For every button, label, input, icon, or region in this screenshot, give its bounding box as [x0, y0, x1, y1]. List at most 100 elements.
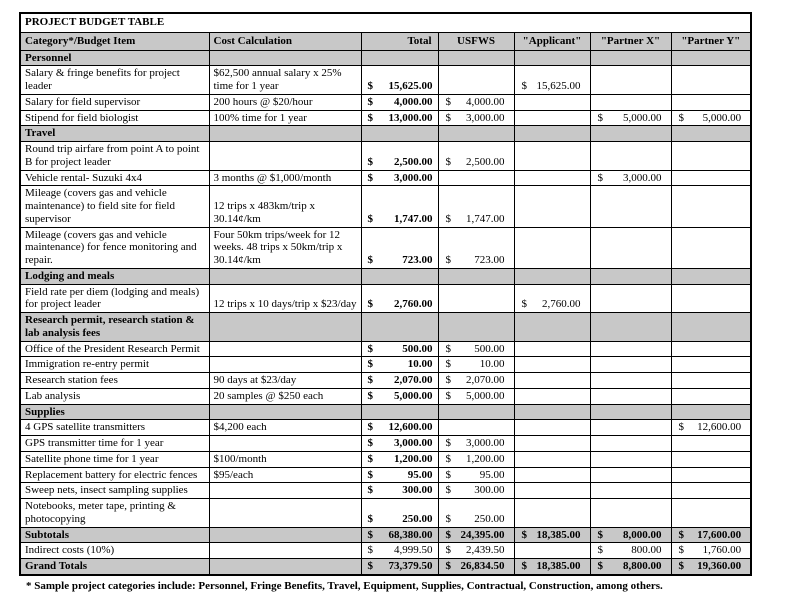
cell-usfws	[437, 283, 515, 313]
amount: 300.00	[474, 484, 505, 497]
cell-total	[360, 403, 439, 421]
table-title-row: PROJECT BUDGET TABLE	[19, 12, 752, 33]
currency-symbol: $	[678, 528, 685, 541]
cell-category: Grand Totals	[19, 557, 210, 576]
cell-total	[360, 267, 439, 285]
currency-symbol: $	[445, 452, 452, 465]
cell-total: $13,000.00	[360, 109, 439, 127]
cell-total	[360, 49, 439, 67]
cell-usfws	[437, 403, 515, 421]
currency-symbol: $	[367, 468, 374, 481]
cell-total: $10.00	[360, 356, 439, 373]
cell-category: GPS transmitter time for 1 year	[19, 435, 210, 452]
cell-total: $15,625.00	[360, 65, 439, 95]
cell-partner_y	[670, 372, 752, 389]
currency-symbol: $	[367, 80, 374, 92]
cell-partner_y	[670, 283, 752, 313]
cell-total: $723.00	[360, 226, 439, 269]
cell-total	[360, 125, 439, 142]
amount: 68,380.00	[388, 528, 433, 541]
currency-symbol: $	[445, 528, 452, 541]
cell-cost-calculation: 12 trips x 483km/trip x 30.14¢/km	[208, 185, 362, 228]
cell-partner_y	[670, 403, 752, 421]
section-row: Lodging and meals	[19, 267, 752, 285]
table-row: Salary for field supervisor 200 hours @ $…	[19, 93, 752, 111]
cell-partner_y	[670, 387, 752, 405]
cell-cost-calculation	[208, 49, 362, 67]
currency-symbol: $	[678, 421, 685, 434]
amount: 5,000.00	[394, 389, 433, 402]
table-row: Salary & fringe benefits for project lea…	[19, 65, 752, 95]
amount: 15,625.00	[388, 80, 433, 92]
cell-total: $73,379.50	[360, 557, 439, 576]
table-row: Stipend for field biologist 100% time for…	[19, 109, 752, 127]
table-row: Research station fees 90 days at $23/day $…	[19, 372, 752, 389]
currency-symbol: $	[521, 298, 528, 311]
cell-category: Satellite phone time for 1 year	[19, 450, 210, 468]
cell-cost-calculation: $100/month	[208, 450, 362, 468]
currency-symbol: $	[367, 437, 374, 449]
cell-usfws: $723.00	[437, 226, 515, 269]
cell-category: Mileage (covers gas and vehicle maintena…	[19, 185, 210, 228]
currency-symbol: $	[445, 560, 452, 572]
cell-cost-calculation	[208, 435, 362, 452]
column-header-partner_x: "Partner X"	[589, 31, 672, 51]
cell-total: $3,000.00	[360, 435, 439, 452]
amount: 2,439.50	[466, 544, 505, 557]
cell-cost-calculation: 200 hours @ $20/hour	[208, 93, 362, 111]
currency-symbol: $	[445, 374, 452, 386]
cell-total: $2,500.00	[360, 141, 439, 171]
cell-applicant	[513, 141, 591, 171]
budget-table: PROJECT BUDGET TABLE Category*/Budget It…	[19, 12, 753, 576]
cell-partner_x	[589, 403, 672, 421]
amount: 500.00	[474, 342, 505, 355]
cell-cost-calculation	[208, 526, 362, 544]
cell-total: $1,747.00	[360, 185, 439, 228]
amount: 18,385.00	[536, 528, 581, 541]
cell-partner_y	[670, 185, 752, 228]
cell-usfws: $5,000.00	[437, 387, 515, 405]
cell-applicant	[513, 435, 591, 452]
cell-category: Supplies	[19, 403, 210, 421]
currency-symbol: $	[445, 254, 452, 266]
cell-applicant	[513, 109, 591, 127]
cell-partner_x	[589, 372, 672, 389]
cell-cost-calculation: Four 50km trips/week for 12 weeks. 48 tr…	[208, 226, 362, 269]
column-header-applicant: "Applicant"	[513, 31, 591, 51]
cell-partner_x	[589, 419, 672, 436]
cell-cost-calculation	[208, 141, 362, 171]
cell-category: Indirect costs (10%)	[19, 542, 210, 559]
cell-category: Personnel	[19, 49, 210, 67]
table-row: Field rate per diem (lodging and meals) …	[19, 283, 752, 313]
cell-partner_x: $8,000.00	[589, 526, 672, 544]
amount: 1,760.00	[702, 544, 742, 557]
cell-total: $68,380.00	[360, 526, 439, 544]
cell-usfws: $250.00	[437, 498, 515, 528]
cell-applicant	[513, 482, 591, 499]
table-row: Sweep nets, insect sampling supplies $300…	[19, 482, 752, 499]
cell-applicant	[513, 356, 591, 373]
table-title: PROJECT BUDGET TABLE	[19, 12, 752, 33]
amount: 800.00	[631, 544, 662, 557]
cell-partner_y: $1,760.00	[670, 542, 752, 559]
currency-symbol: $	[445, 358, 452, 371]
cell-total: $300.00	[360, 482, 439, 499]
section-row: Travel	[19, 125, 752, 142]
amount: 5,000.00	[623, 111, 662, 124]
amount: 2,760.00	[394, 298, 433, 311]
currency-symbol: $	[445, 484, 452, 497]
cell-total: $3,000.00	[360, 169, 439, 187]
amount: 1,747.00	[466, 212, 505, 225]
currency-symbol: $	[597, 544, 604, 557]
cell-partner_x	[589, 466, 672, 484]
amount: 2,500.00	[466, 155, 505, 168]
cell-cost-calculation	[208, 498, 362, 528]
cell-applicant	[513, 267, 591, 285]
section-row: Supplies	[19, 403, 752, 421]
cell-cost-calculation	[208, 557, 362, 576]
amount: 4,000.00	[466, 95, 505, 108]
cell-category: Immigration re-entry permit	[19, 356, 210, 373]
table-row: Mileage (covers gas and vehicle maintena…	[19, 226, 752, 269]
currency-symbol: $	[367, 212, 374, 225]
currency-symbol: $	[367, 544, 374, 557]
